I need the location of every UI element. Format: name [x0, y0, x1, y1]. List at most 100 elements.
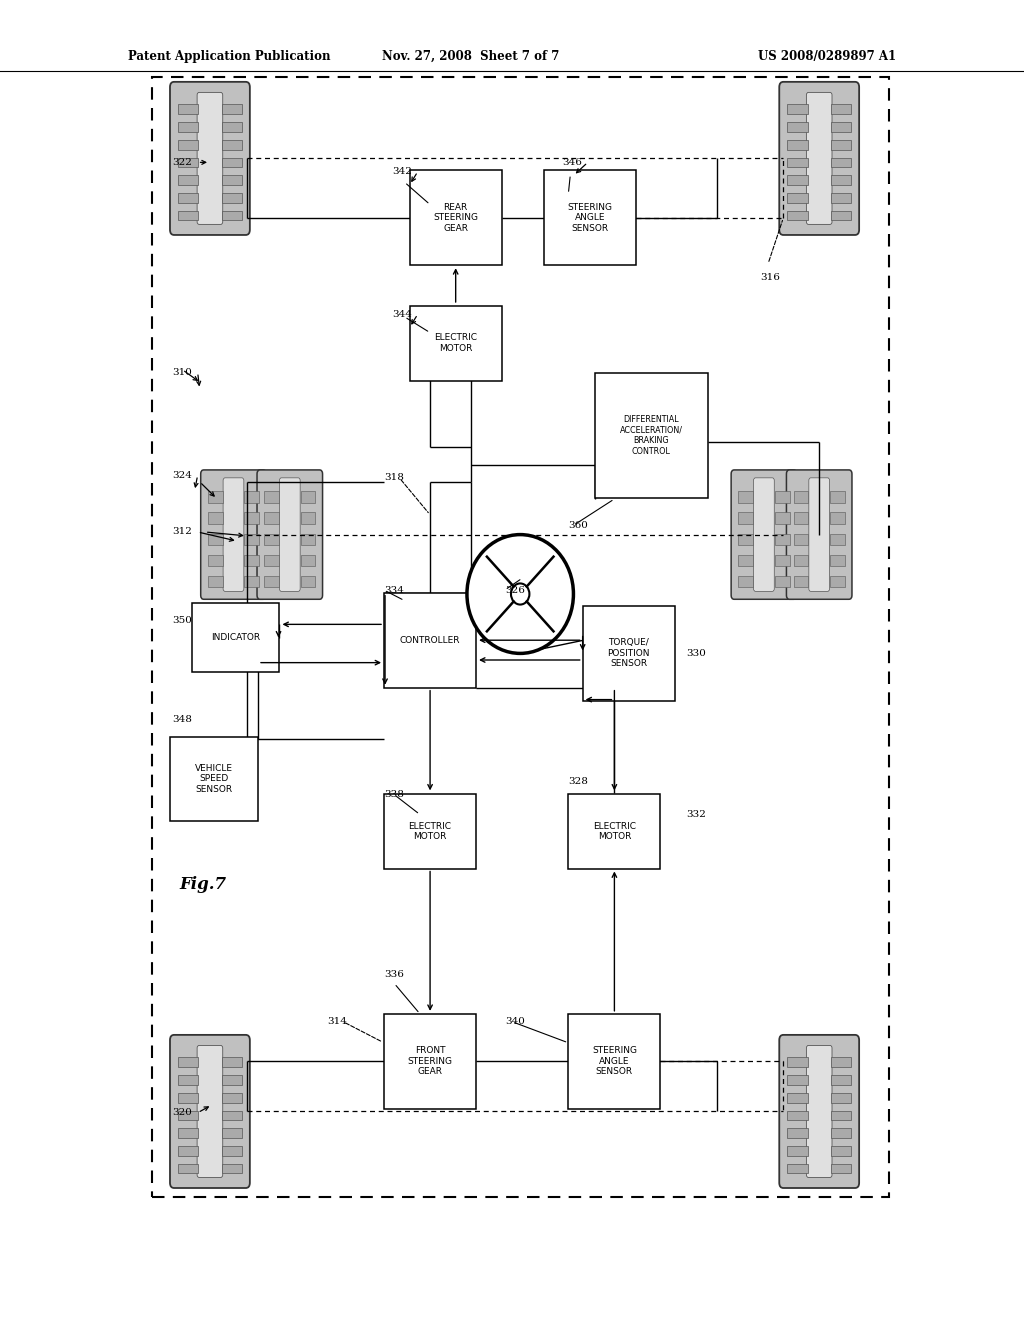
Text: 326: 326 — [505, 586, 524, 594]
Text: ELECTRIC
MOTOR: ELECTRIC MOTOR — [434, 334, 477, 352]
Bar — [830, 1057, 851, 1067]
Bar — [178, 1074, 199, 1085]
Bar — [221, 211, 242, 220]
Bar — [301, 554, 315, 566]
Bar — [410, 170, 502, 265]
Bar — [221, 1146, 242, 1156]
Bar — [775, 576, 790, 587]
Bar — [244, 491, 259, 503]
Bar — [178, 193, 199, 203]
Bar — [244, 512, 259, 524]
FancyBboxPatch shape — [201, 470, 266, 599]
Text: 320: 320 — [172, 1109, 191, 1117]
Bar — [178, 176, 199, 185]
Bar — [787, 1057, 808, 1067]
Bar — [787, 121, 808, 132]
FancyBboxPatch shape — [197, 92, 222, 224]
Bar — [775, 533, 790, 545]
Bar — [583, 606, 675, 701]
Bar — [221, 193, 242, 203]
Text: 348: 348 — [172, 715, 191, 723]
Bar — [738, 554, 753, 566]
FancyBboxPatch shape — [807, 92, 833, 224]
Bar — [787, 211, 808, 220]
Bar — [787, 140, 808, 149]
Bar — [264, 512, 279, 524]
Text: Nov. 27, 2008  Sheet 7 of 7: Nov. 27, 2008 Sheet 7 of 7 — [382, 50, 560, 63]
Bar — [830, 1093, 851, 1102]
FancyBboxPatch shape — [786, 470, 852, 599]
Bar — [794, 533, 809, 545]
Bar — [830, 576, 845, 587]
Bar — [830, 1164, 851, 1173]
Bar — [830, 121, 851, 132]
Bar — [830, 157, 851, 168]
Bar — [208, 554, 223, 566]
Bar — [301, 576, 315, 587]
Bar — [738, 512, 753, 524]
Ellipse shape — [511, 583, 529, 605]
Text: 316: 316 — [760, 273, 779, 281]
Bar — [568, 1014, 660, 1109]
FancyBboxPatch shape — [754, 478, 774, 591]
Text: REAR
STEERING
GEAR: REAR STEERING GEAR — [433, 203, 478, 232]
Text: DIFFERENTIAL
ACCELERATION/
BRAKING
CONTROL: DIFFERENTIAL ACCELERATION/ BRAKING CONTR… — [620, 416, 683, 455]
FancyBboxPatch shape — [223, 478, 244, 591]
Text: 312: 312 — [172, 528, 191, 536]
Text: 324: 324 — [172, 471, 191, 479]
Bar — [738, 576, 753, 587]
Text: 360: 360 — [568, 521, 588, 529]
Bar — [264, 576, 279, 587]
Text: 336: 336 — [384, 970, 403, 978]
Bar — [221, 1074, 242, 1085]
Bar — [787, 1129, 808, 1138]
Bar — [787, 104, 808, 114]
Text: 334: 334 — [384, 586, 403, 594]
Bar — [221, 1164, 242, 1173]
Bar — [264, 533, 279, 545]
Bar — [787, 1074, 808, 1085]
Text: 310: 310 — [172, 368, 191, 376]
Bar — [208, 512, 223, 524]
Bar — [384, 1014, 476, 1109]
Bar — [830, 193, 851, 203]
FancyBboxPatch shape — [807, 1045, 833, 1177]
Bar — [221, 1129, 242, 1138]
Bar — [775, 491, 790, 503]
Bar — [208, 533, 223, 545]
Bar — [830, 211, 851, 220]
Bar — [301, 533, 315, 545]
Bar — [794, 554, 809, 566]
Bar — [384, 593, 476, 688]
Text: 328: 328 — [568, 777, 588, 785]
Bar — [301, 491, 315, 503]
FancyBboxPatch shape — [779, 82, 859, 235]
Bar — [830, 104, 851, 114]
Bar — [178, 121, 199, 132]
Text: 322: 322 — [172, 158, 191, 166]
Text: INDICATOR: INDICATOR — [211, 634, 260, 642]
Bar — [178, 104, 199, 114]
Bar — [787, 176, 808, 185]
Bar — [384, 795, 476, 870]
Bar — [830, 176, 851, 185]
Bar — [830, 140, 851, 149]
Bar — [178, 1110, 199, 1121]
Bar — [178, 1146, 199, 1156]
Text: Patent Application Publication: Patent Application Publication — [128, 50, 331, 63]
FancyBboxPatch shape — [731, 470, 797, 599]
Bar — [178, 1129, 199, 1138]
Bar — [178, 1164, 199, 1173]
Ellipse shape — [467, 535, 573, 653]
Bar — [170, 737, 258, 821]
Bar — [830, 512, 845, 524]
Text: 346: 346 — [562, 158, 582, 166]
Text: 318: 318 — [384, 474, 403, 482]
Text: 350: 350 — [172, 616, 191, 624]
Bar — [830, 1110, 851, 1121]
Text: 340: 340 — [505, 1018, 524, 1026]
Text: STEERING
ANGLE
SENSOR: STEERING ANGLE SENSOR — [592, 1047, 637, 1076]
Bar — [178, 140, 199, 149]
Bar — [193, 603, 279, 672]
Bar — [595, 372, 708, 498]
